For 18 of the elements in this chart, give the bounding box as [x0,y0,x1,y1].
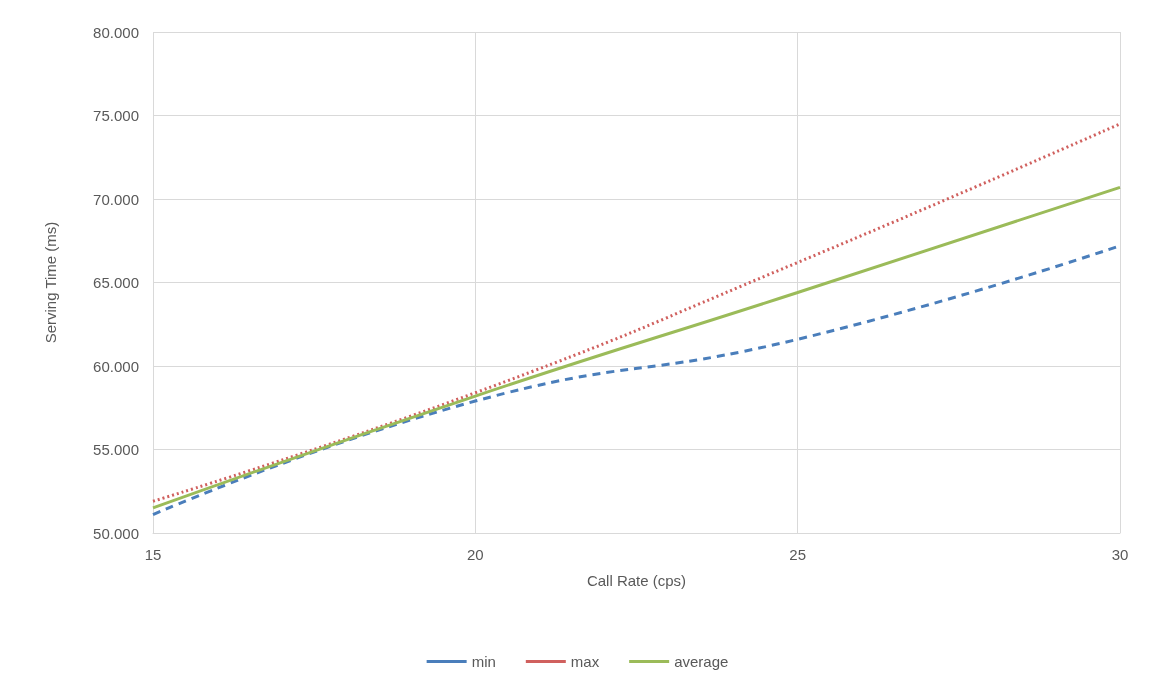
x-tick-label: 25 [789,546,807,563]
x-axis-title: Call Rate (cps) [586,572,687,589]
x-tick-label: 15 [144,546,162,563]
y-tick-label: 80.000 [93,23,139,41]
y-tick-label: 55.000 [93,441,139,458]
legend-label: min [471,653,496,670]
y-tick-label: 50.000 [93,524,139,542]
legend-label: average [674,653,729,670]
line-series [151,185,1122,510]
x-tick-label: 30 [1111,546,1129,563]
y-tick-label: 60.000 [93,357,139,375]
y-tick-label: 75.000 [93,107,139,124]
y-tick-label: 65.000 [93,274,139,291]
line-series [151,122,1122,503]
y-axis-title: Serving Time (ms) [42,221,59,344]
legend-label: max [570,653,600,670]
x-tick-label: 20 [466,546,484,563]
y-tick-label: 70.000 [93,190,139,208]
